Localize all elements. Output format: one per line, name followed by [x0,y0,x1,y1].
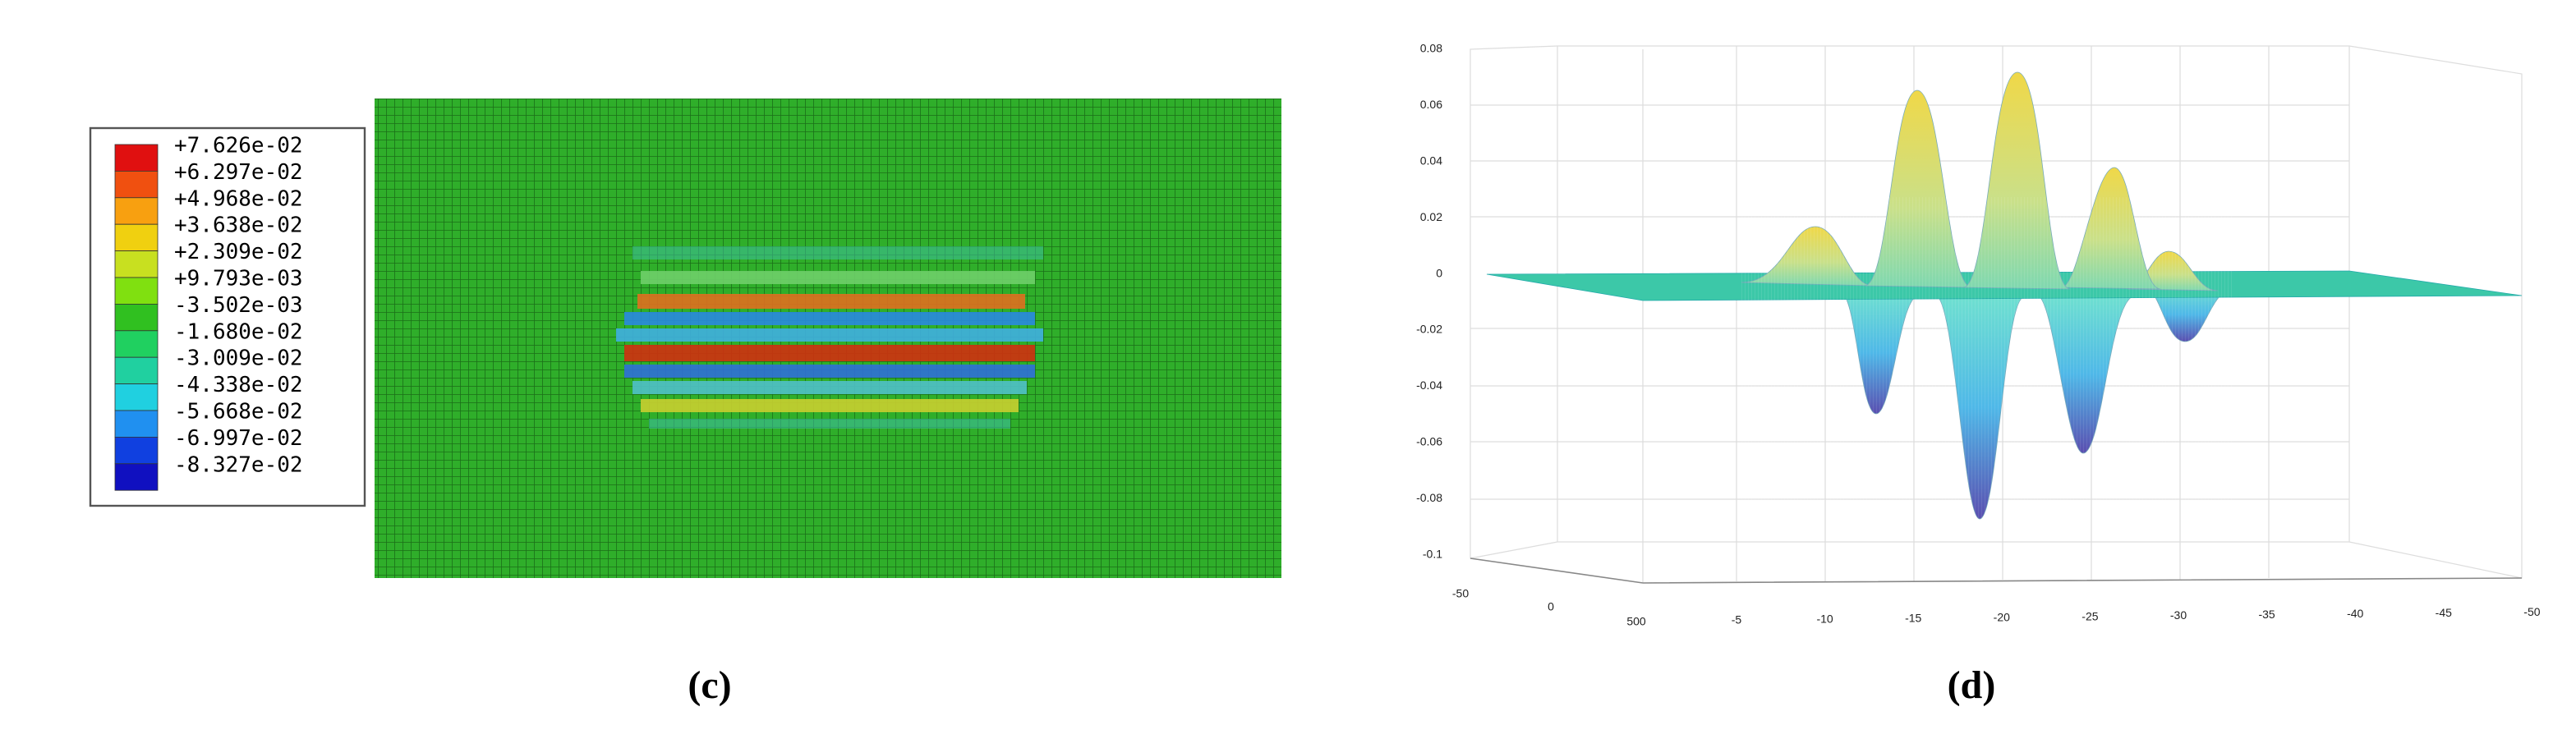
x-tick-label: -15 [1905,612,1921,625]
z-tick-label: -0.02 [1416,323,1442,336]
z-tick-label: -0.04 [1416,379,1442,392]
legend-swatch [114,330,159,358]
z-tick-label: -0.08 [1416,491,1442,504]
legend-swatch [114,250,159,278]
legend-swatches [114,144,159,491]
legend-label: +2.309e-02 [174,240,303,264]
legend-label: -3.502e-03 [174,293,303,318]
z-tick-label: 0.06 [1420,98,1442,111]
legend-labels: +7.626e-02+6.297e-02+4.968e-02+3.638e-02… [174,134,303,478]
legend-swatch [114,223,159,252]
y-tick-label: -50 [1452,587,1469,600]
x-tick-label: -5 [1732,613,1742,626]
legend-swatch [114,303,159,332]
z-tick-label: 0.08 [1420,42,1442,55]
panel-label: (d) [1948,663,1996,707]
x-tick-label: -50 [2523,605,2540,618]
z-tick-label: -0.1 [1423,547,1442,560]
x-tick-label: -10 [1816,613,1833,626]
legend-label: +6.297e-02 [174,160,303,185]
legend-swatch [114,463,159,491]
legend-swatch [114,197,159,225]
legend-label: -1.680e-02 [174,319,303,344]
contour-bands [616,246,1043,429]
panel-label: (c) [688,663,731,707]
legend-label: +9.793e-03 [174,267,303,291]
legend-swatch [114,410,159,438]
x-tick-label: -20 [1994,610,2010,623]
z-tick-label: 0.02 [1420,210,1442,223]
legend-label: +3.638e-02 [174,213,303,238]
legend-label: -6.997e-02 [174,426,303,451]
z-tick-label: 0.04 [1420,154,1442,167]
surface [1486,71,2523,525]
tick-labels: 0.08 0.06 0.04 0.02 0 -0.02 -0.04 -0.06 -0.08 -0.… [1416,42,2541,628]
legend-swatch [114,383,159,411]
legend-swatch [114,277,159,305]
x-tick-label: -45 [2436,606,2452,619]
x-tick-label: -25 [2082,609,2098,622]
legend-label: -8.327e-02 [174,452,303,477]
legend-label: -4.338e-02 [174,373,303,397]
x-tick-label: -40 [2347,607,2363,620]
legend-swatch [114,170,159,199]
y-tick-label: 0 [1548,600,1554,613]
x-tick-label: -35 [2258,608,2275,621]
legend-label: +4.968e-02 [174,186,303,211]
z-tick-label: 0 [1436,266,1442,279]
legend-swatch [114,144,159,172]
legend-swatch [114,437,159,465]
y-tick-label: 500 [1626,615,1646,628]
z-tick-label: -0.06 [1416,435,1442,448]
legend-label: +7.626e-02 [174,134,303,158]
axis-lines [1470,558,2523,584]
legend-swatch [114,356,159,385]
legend-label: -5.668e-02 [174,400,303,424]
x-tick-label: -30 [2170,608,2187,622]
legend-label: -3.009e-02 [174,346,303,371]
